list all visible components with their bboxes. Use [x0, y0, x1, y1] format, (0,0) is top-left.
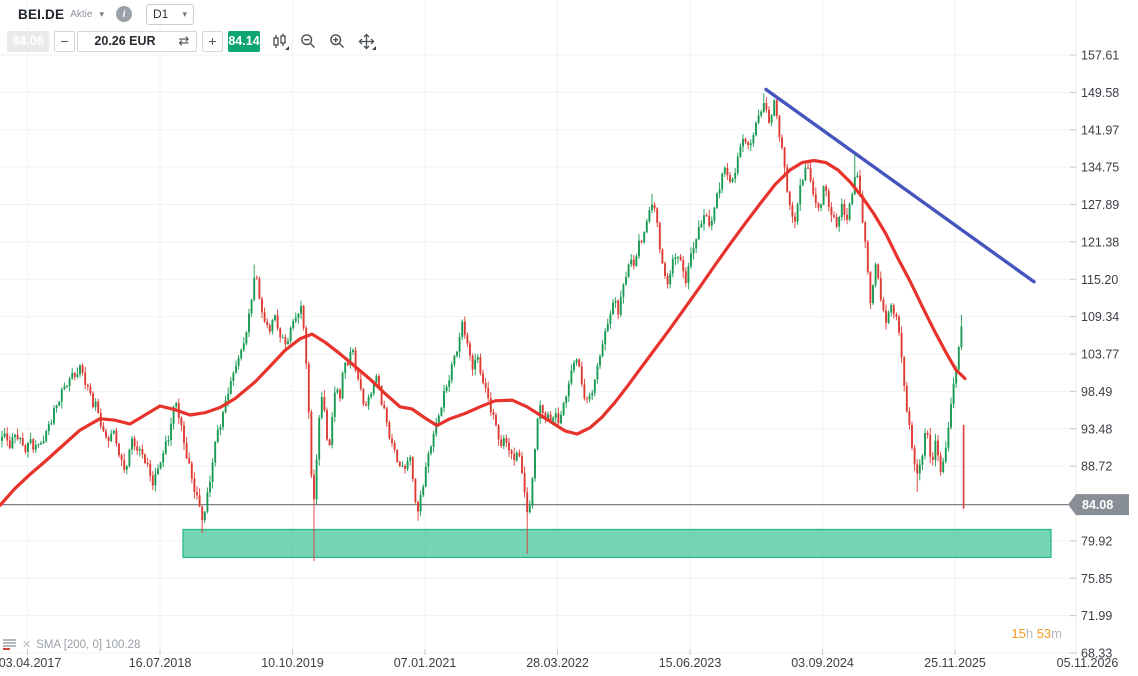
indicator-label[interactable]: SMA [200, 0] 100.28: [36, 638, 141, 651]
bid-price-tag[interactable]: 84.08: [7, 30, 49, 52]
decrement-button[interactable]: −: [54, 30, 75, 52]
last-drop-candle: [962, 424, 965, 509]
trade-toolbar: 84.08 − 20.26 EUR ⇄ + 84.14: [0, 30, 376, 52]
svg-text:109.34: 109.34: [1081, 310, 1119, 324]
timeframe-select[interactable]: D1 ▾: [145, 3, 194, 25]
svg-text:79.92: 79.92: [1081, 534, 1112, 548]
chart-type-button[interactable]: [269, 31, 289, 51]
increment-button[interactable]: +: [202, 30, 223, 52]
symbol-title: BEI.DE: [18, 6, 65, 22]
svg-text:149.58: 149.58: [1081, 86, 1119, 100]
candlestick-series[interactable]: [1, 93, 965, 562]
zoom-in-icon: [329, 33, 344, 48]
order-amount-field[interactable]: 20.26 EUR ⇄: [77, 30, 197, 52]
info-icon[interactable]: i: [115, 6, 132, 22]
indicator-settings-icon[interactable]: [3, 639, 17, 650]
svg-text:88.72: 88.72: [1081, 460, 1112, 474]
instrument-type-label: Aktie: [70, 8, 93, 20]
zoom-out-icon: [300, 33, 315, 48]
symbol-dropdown-caret-icon[interactable]: ▾: [99, 8, 104, 19]
candlestick-chart-icon: [272, 33, 286, 48]
support-zone[interactable]: [182, 528, 1052, 559]
candle-countdown: 15h 53m: [1011, 626, 1062, 641]
indicator-legend: ✕ SMA [200, 0] 100.28: [3, 637, 140, 652]
svg-text:15.06.2023: 15.06.2023: [659, 656, 722, 670]
last-price-tag: 84.08: [1068, 494, 1129, 516]
svg-text:157.61: 157.61: [1081, 49, 1119, 63]
svg-text:84.08: 84.08: [1082, 498, 1113, 512]
svg-text:68.33: 68.33: [1081, 647, 1112, 661]
sma-line[interactable]: [0, 158, 967, 507]
svg-text:16.07.2018: 16.07.2018: [129, 656, 192, 670]
svg-text:71.99: 71.99: [1081, 609, 1112, 623]
svg-text:115.20: 115.20: [1081, 273, 1118, 287]
countdown-hours-unit: h: [1025, 626, 1037, 641]
svg-text:28.03.2022: 28.03.2022: [526, 656, 589, 670]
svg-text:25.11.2025: 25.11.2025: [924, 656, 986, 670]
time-axis[interactable]: 03.04.2017 16.07.2018 10.10.2019 07.01.2021…: [0, 649, 1118, 670]
move-icon: [358, 33, 374, 49]
svg-text:07.01.2021: 07.01.2021: [394, 656, 457, 670]
timeframe-caret-icon: ▾: [182, 8, 187, 19]
svg-text:98.49: 98.49: [1081, 385, 1112, 399]
countdown-hours: 15: [1011, 626, 1026, 641]
svg-text:121.38: 121.38: [1081, 235, 1119, 249]
svg-text:103.77: 103.77: [1081, 348, 1119, 362]
svg-text:134.75: 134.75: [1081, 161, 1119, 175]
trendline[interactable]: [764, 87, 1036, 284]
svg-text:10.10.2019: 10.10.2019: [261, 656, 324, 670]
svg-text:75.85: 75.85: [1081, 572, 1112, 586]
svg-text:03.04.2017: 03.04.2017: [0, 656, 61, 670]
countdown-minutes: 53: [1036, 626, 1052, 641]
price-axis[interactable]: 157.61 149.58 141.97 134.75 127.89 121.38 115.…: [1070, 49, 1119, 661]
ask-price-tag[interactable]: 84.14: [228, 30, 260, 52]
svg-text:127.89: 127.89: [1081, 198, 1119, 212]
header-bar: BEI.DE Aktie ▾ i D1 ▾: [0, 0, 1138, 28]
timeframe-value: D1: [152, 7, 169, 21]
zoom-out-button[interactable]: [298, 31, 318, 51]
countdown-minutes-unit: m: [1051, 626, 1062, 641]
svg-text:03.09.2024: 03.09.2024: [791, 656, 854, 670]
refresh-icon[interactable]: ⇄: [178, 33, 190, 49]
svg-text:05.11.2026: 05.11.2026: [1057, 656, 1119, 670]
pan-button[interactable]: [356, 31, 376, 51]
zoom-in-button[interactable]: [327, 31, 347, 51]
svg-text:141.97: 141.97: [1081, 123, 1119, 137]
order-amount-value[interactable]: 20.26 EUR: [94, 34, 156, 48]
indicator-remove-icon[interactable]: ✕: [22, 639, 32, 651]
svg-text:93.48: 93.48: [1081, 422, 1112, 436]
